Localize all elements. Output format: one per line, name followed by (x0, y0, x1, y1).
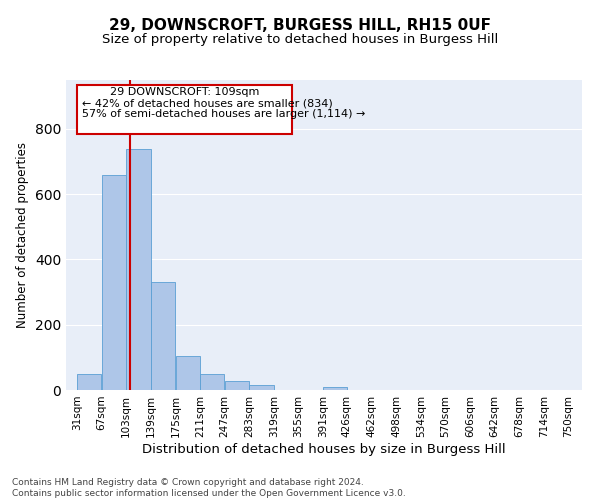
Text: 57% of semi-detached houses are larger (1,114) →: 57% of semi-detached houses are larger (… (82, 110, 366, 120)
Text: Size of property relative to detached houses in Burgess Hill: Size of property relative to detached ho… (102, 32, 498, 46)
FancyBboxPatch shape (77, 85, 292, 134)
Bar (77, 374, 101, 390)
Text: Contains HM Land Registry data © Crown copyright and database right 2024.
Contai: Contains HM Land Registry data © Crown c… (12, 478, 406, 498)
Y-axis label: Number of detached properties: Number of detached properties (16, 142, 29, 328)
Bar (200, 374, 224, 390)
Bar (151, 282, 175, 390)
Text: 29, DOWNSCROFT, BURGESS HILL, RH15 0UF: 29, DOWNSCROFT, BURGESS HILL, RH15 0UF (109, 18, 491, 32)
Text: ← 42% of detached houses are smaller (834): ← 42% of detached houses are smaller (83… (82, 98, 333, 108)
Bar (225, 381, 249, 390)
Bar (127, 148, 151, 390)
Bar (102, 174, 126, 390)
Bar (323, 386, 347, 390)
Bar (176, 356, 200, 390)
Text: 29 DOWNSCROFT: 109sqm: 29 DOWNSCROFT: 109sqm (110, 87, 259, 97)
Bar (250, 385, 274, 390)
X-axis label: Distribution of detached houses by size in Burgess Hill: Distribution of detached houses by size … (142, 442, 506, 456)
